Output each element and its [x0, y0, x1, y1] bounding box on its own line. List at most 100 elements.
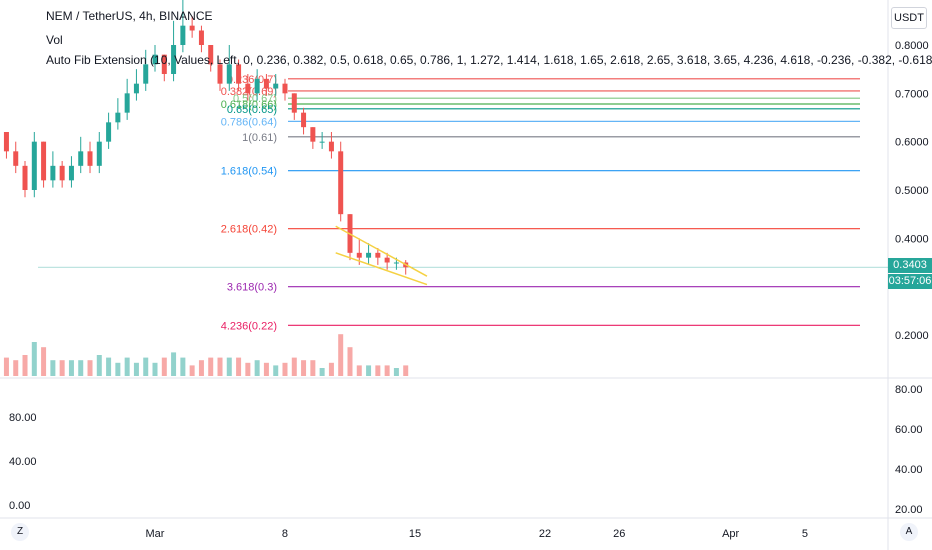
volume-bar [301, 360, 307, 376]
time-axis-tick: 26 [613, 528, 625, 540]
volume-bar [217, 357, 223, 376]
candle-body [189, 25, 195, 31]
fib-level-label: 1.618(0.54) [221, 166, 277, 178]
candle-body [87, 151, 93, 166]
volume-bar [393, 368, 399, 376]
currency-selector[interactable]: USDT [891, 7, 927, 29]
candle-body [50, 165, 56, 181]
fib-level-label: 0.618(0.66) [221, 99, 277, 111]
oscillator-axis-tick: 60.00 [895, 424, 923, 436]
volume-bar [22, 355, 28, 376]
volume-bar [245, 362, 251, 376]
volume-bar [115, 362, 121, 376]
volume-bar [356, 365, 362, 376]
volume-bar [291, 357, 297, 376]
volume-bar [384, 365, 390, 376]
time-axis-tick: Mar [146, 528, 165, 540]
volume-bar [41, 347, 47, 376]
candle-body [319, 141, 325, 143]
fib-level-label: 0.5(0.67) [233, 93, 277, 105]
candle-body [263, 78, 269, 89]
volume-bar [282, 362, 288, 376]
time-axis-tick: 8 [282, 528, 288, 540]
volume-bar [189, 365, 195, 376]
price-axis-tick: 0.5000 [895, 185, 929, 197]
candle-body [59, 165, 65, 181]
volume-bar [68, 360, 74, 376]
volume-bar [273, 365, 279, 376]
volume-bar [347, 347, 353, 376]
candle-body [310, 127, 316, 142]
price-axis-tick: 0.6000 [895, 137, 929, 149]
volume-indicator-label: Vol [46, 33, 63, 47]
volume-bar [31, 342, 37, 376]
time-axis-tick: Apr [722, 528, 739, 540]
volume-bar [87, 360, 93, 376]
volume-bar [50, 360, 56, 376]
time-axis-tick: 15 [409, 528, 421, 540]
auto-fib-indicator-label: Auto Fib Extension (10, Values, Left, 0,… [46, 53, 932, 67]
volume-bar [198, 360, 204, 376]
oscillator-axis-tick: 20.00 [895, 504, 923, 516]
candle-body [217, 64, 223, 84]
candle-body [328, 141, 334, 152]
candle-body [338, 151, 344, 215]
volume-bar [254, 360, 260, 376]
candle-body [198, 30, 204, 45]
oscillator-axis-tick: 80.00 [895, 384, 923, 396]
auto-scale-button[interactable]: A [900, 523, 918, 541]
volume-bar [143, 357, 149, 376]
candle-body [152, 54, 158, 65]
oscillator-left-tick: 80.00 [9, 412, 37, 424]
candle-body [273, 83, 279, 89]
candle-body [226, 64, 232, 84]
candle-body [106, 122, 112, 142]
candle-body [384, 257, 390, 263]
candle-body [78, 151, 84, 166]
candle-body [115, 112, 121, 123]
oscillator-left-tick: 40.00 [9, 456, 37, 468]
candle-body [254, 78, 260, 94]
volume-bar [3, 357, 9, 376]
volume-bar [208, 357, 214, 376]
symbol-title: NEM / TetherUS, 4h, BINANCE [46, 9, 213, 23]
candle-body [41, 141, 47, 181]
volume-bar [78, 360, 84, 376]
bar-countdown-tag: 03:57:06 [888, 274, 932, 289]
candle-body [3, 132, 9, 152]
fib-level-label: 2.618(0.42) [221, 224, 277, 236]
candle-body [366, 252, 372, 258]
volume-bar [171, 352, 177, 376]
fib-level-label: 0.786(0.64) [221, 116, 277, 128]
volume-bar [152, 362, 158, 376]
candle-body [282, 83, 288, 94]
price-axis-tick: 0.2000 [895, 330, 929, 342]
candle-body [124, 93, 130, 113]
wedge-upper-line [335, 225, 428, 277]
candle-body [143, 64, 149, 84]
candle-body [133, 83, 139, 94]
price-axis-tick: 0.4000 [895, 233, 929, 245]
candle-body [208, 45, 214, 65]
volume-bar [236, 357, 242, 376]
fib-level-label: 1(0.61) [242, 132, 277, 144]
fib-level-label: 4.236(0.22) [221, 320, 277, 332]
zoom-reset-button[interactable]: Z [11, 523, 29, 541]
candle-body [171, 45, 177, 74]
fib-level-label: 3.618(0.3) [227, 282, 277, 294]
candle-body [301, 112, 307, 128]
candle-body [161, 54, 167, 74]
volume-bar [59, 360, 65, 376]
fib-level-label: 0.65(0.65) [227, 104, 277, 116]
volume-bar [328, 362, 334, 376]
volume-bar [133, 362, 139, 376]
candle-body [245, 83, 251, 94]
candle-body [393, 262, 399, 264]
volume-bar [106, 357, 112, 376]
time-axis-tick: 22 [539, 528, 551, 540]
candle-body [96, 141, 102, 166]
candle-body [356, 252, 362, 258]
volume-bar [319, 368, 325, 376]
candle-body [236, 64, 242, 84]
